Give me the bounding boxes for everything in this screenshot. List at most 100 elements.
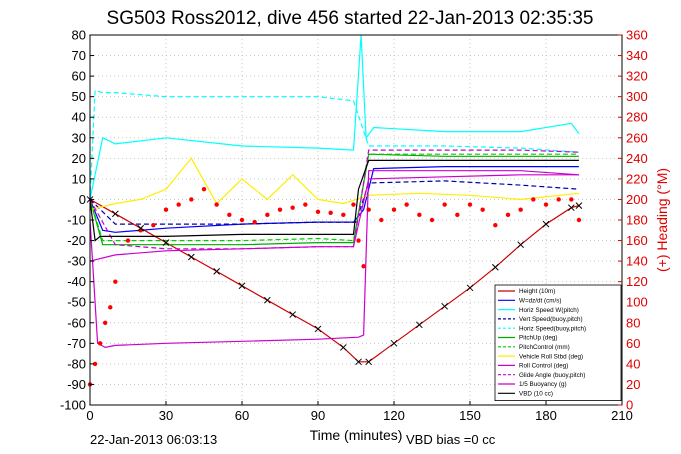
- y-right-tick-label-3: 60: [626, 336, 640, 351]
- heading-layer: [87, 186, 582, 387]
- y-right-tick-label-10: 200: [626, 192, 648, 207]
- heading-point-28: [379, 217, 384, 223]
- legend-label-11: VBD (10 cc): [519, 391, 553, 398]
- footer-vbd-bias: VBD bias =0 cc: [406, 432, 496, 447]
- y-right-tick-label-0: 0: [626, 398, 633, 413]
- series-line-1: [89, 166, 579, 233]
- heading-point-26: [361, 264, 366, 269]
- x-tick-label-6: 180: [535, 408, 557, 423]
- heading-point-10: [176, 202, 181, 207]
- height-marker-20: [567, 204, 575, 212]
- y-left-tick-label-8: -20: [67, 233, 86, 248]
- series-line-2: [89, 34, 580, 200]
- x-tick-label-0: 0: [86, 408, 93, 423]
- heading-point-32: [429, 217, 435, 223]
- height-marker-3: [162, 239, 170, 246]
- y-right-tick-label-9: 180: [626, 213, 648, 228]
- y-axis-right: 0 20 40 60 80 100 120 140 160 180 200 220 240 260 280 3…: [618, 28, 648, 413]
- y-left-tick-label-17: 70: [72, 48, 86, 63]
- series-line-0: [89, 198, 580, 363]
- height-marker-13: [390, 339, 398, 347]
- heading-point-19: [290, 205, 295, 210]
- y-right-tick-label-5: 100: [626, 295, 648, 310]
- y-left-tick-label-13: 30: [72, 130, 86, 145]
- y-right-tick-label-12: 240: [626, 151, 648, 166]
- heading-point-43: [569, 197, 574, 202]
- y-left-tick-label-1: -90: [67, 377, 86, 392]
- heading-point-17: [265, 212, 270, 218]
- legend-label-2: Horiz Speed W(pitch): [519, 307, 579, 314]
- series-line-7: [89, 157, 579, 211]
- heading-point-20: [303, 202, 308, 207]
- heading-point-22: [328, 210, 333, 216]
- heading-point-35: [467, 202, 473, 207]
- legend-label-6: PitchControl (mm): [519, 344, 570, 351]
- series-line-3: [89, 180, 579, 225]
- y-left-tick-label-0: -100: [60, 398, 86, 413]
- footer-timestamp: 22-Jan-2013 06:03:13: [90, 432, 217, 447]
- height-marker-4: [187, 253, 195, 261]
- y-left-tick-label-7: -30: [67, 254, 86, 269]
- series-line-4: [89, 89, 579, 200]
- y-right-tick-label-18: 360: [626, 28, 648, 43]
- y-left-tick-label-15: 50: [72, 89, 86, 104]
- y-right-tick-label-17: 340: [626, 48, 648, 63]
- height-marker-15: [441, 302, 449, 310]
- height-marker-14: [415, 321, 423, 329]
- y-left-tick-label-6: -40: [67, 274, 86, 289]
- heading-point-30: [404, 202, 409, 207]
- legend-label-9: Glide Angle (buoy,pitch): [519, 372, 585, 379]
- series-line-10: [89, 170, 579, 349]
- x-axis-label: Time (minutes): [310, 427, 403, 443]
- y-right-tick-label-6: 120: [626, 274, 648, 289]
- heading-point-14: [227, 212, 232, 218]
- y-right-tick-label-11: 220: [626, 171, 648, 186]
- x-tick-label-1: 30: [159, 408, 173, 423]
- y-left-tick-label-12: 20: [72, 151, 86, 166]
- heading-point-23: [341, 212, 346, 218]
- height-marker-1: [111, 210, 119, 218]
- legend-label-0: Height (10m): [519, 288, 555, 295]
- height-marker-10: [339, 344, 347, 351]
- heading-point-12: [201, 186, 207, 192]
- y-left-tick-label-5: -50: [67, 295, 86, 310]
- y-right-tick-label-15: 300: [626, 89, 648, 104]
- height-marker-18: [517, 241, 525, 249]
- heading-point-31: [417, 212, 422, 218]
- y-right-tick-label-7: 140: [626, 254, 648, 269]
- x-axis: 0 30 60 90 120 150 180 210: [86, 401, 633, 423]
- chart-title: SG503 Ross2012, dive 456 started 22-Jan-…: [107, 8, 594, 29]
- y-right-tick-label-1: 20: [626, 377, 640, 392]
- series-layer: [89, 34, 580, 363]
- legend-label-1: W=dz/dt (cm/s): [519, 298, 562, 305]
- heading-point-9: [163, 207, 169, 212]
- series-line-6: [89, 153, 579, 242]
- y-right-tick-label-4: 80: [626, 315, 640, 330]
- y-axis-left: -100-90-80-70-60-50-40-30-20-10010203040…: [60, 28, 94, 413]
- heading-point-13: [214, 202, 219, 207]
- heading-point-37: [493, 222, 498, 228]
- y-right-tick-label-14: 280: [626, 110, 648, 125]
- heading-point-1: [92, 361, 98, 367]
- x-tick-label-5: 150: [459, 408, 481, 423]
- y-left-tick-label-3: -70: [67, 336, 86, 351]
- heading-point-39: [518, 207, 523, 212]
- legend-label-10: 1/5 Buoyancy (g): [519, 381, 567, 388]
- series-line-5: [89, 153, 579, 246]
- y-right-tick-label-2: 40: [626, 356, 640, 371]
- y-axis-right-label: (+) Heading (°M): [654, 168, 670, 272]
- legend-label-4: Horiz Speed(buoy,pitch): [519, 325, 586, 332]
- x-tick-label-7: 210: [611, 408, 633, 423]
- height-marker-21: [575, 202, 583, 209]
- heading-point-36: [480, 207, 485, 212]
- y-left-tick-label-4: -60: [67, 315, 86, 330]
- y-left-tick-label-11: 10: [72, 171, 86, 186]
- height-marker-8: [289, 311, 297, 318]
- heading-point-18: [277, 207, 283, 212]
- legend-box: [494, 284, 622, 401]
- heading-point-44: [576, 217, 582, 223]
- heading-point-27: [366, 207, 371, 212]
- y-right-tick-label-13: 260: [626, 130, 648, 145]
- y-right-tick-label-16: 320: [626, 69, 648, 84]
